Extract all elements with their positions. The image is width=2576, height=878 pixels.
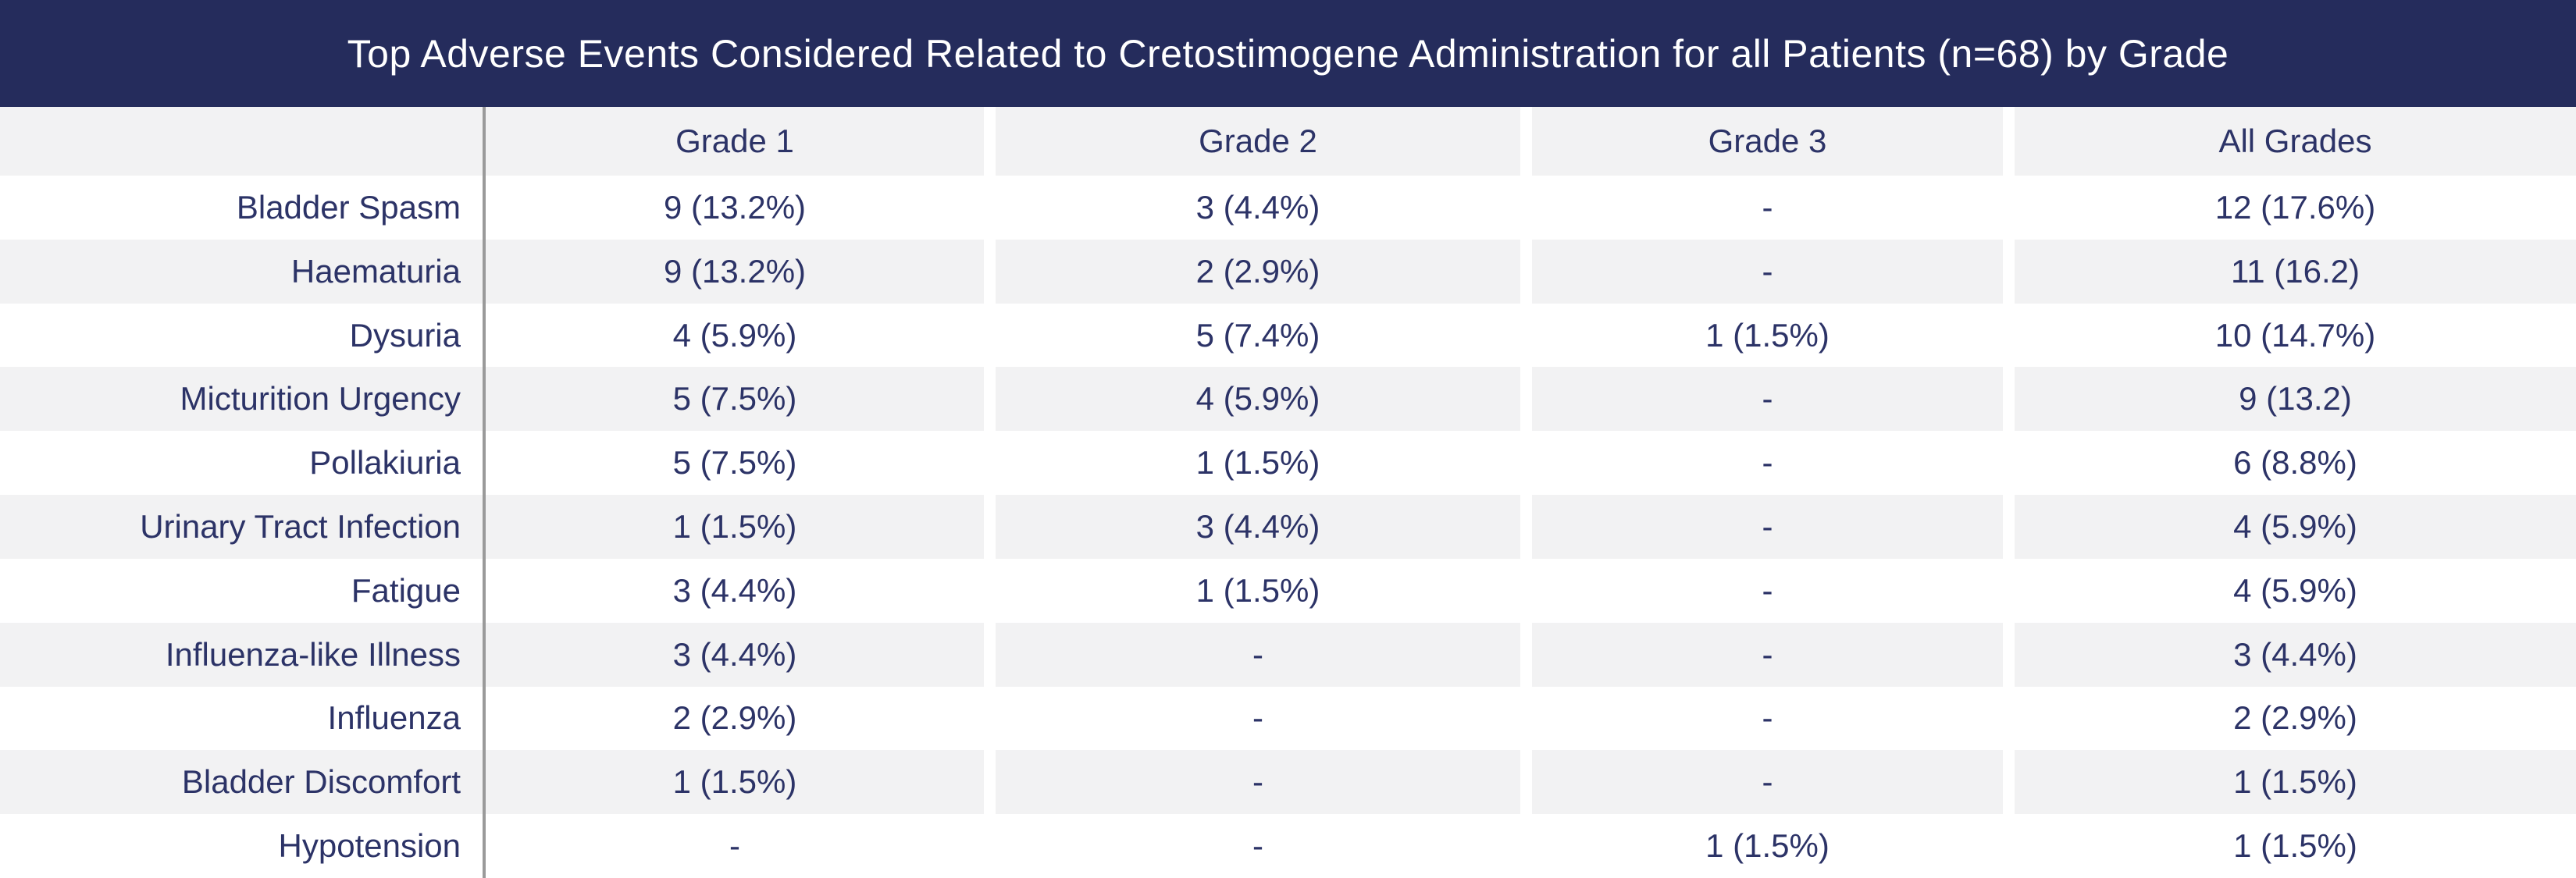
column-divider-line [483, 107, 486, 878]
row-label-adverse-event: Influenza [0, 686, 486, 751]
row-label-adverse-event: Bladder Discomfort [0, 750, 486, 815]
grade-3-value-cell: - [1532, 495, 2003, 559]
all-grades-value-cell: 6 (8.8%) [2015, 431, 2576, 496]
grade-1-value-cell: 3 (4.4%) [486, 622, 984, 687]
grade-2-value-cell: 1 (1.5%) [996, 431, 1520, 496]
grade-2-value-cell: 3 (4.4%) [996, 495, 1520, 559]
grade-2-value-cell: - [996, 686, 1520, 751]
grade-1-value-cell: - [486, 814, 984, 878]
header-grade-1: Grade 1 [486, 107, 984, 176]
header-grade-2: Grade 2 [996, 107, 1520, 176]
table-row: Bladder Discomfort 1 (1.5%) - - 1 (1.5%) [0, 750, 2576, 815]
grade-1-value-cell: 5 (7.5%) [486, 431, 984, 496]
all-grades-value-cell: 4 (5.9%) [2015, 558, 2576, 623]
grade-3-value-cell: - [1532, 367, 2003, 432]
all-grades-value-cell: 3 (4.4%) [2015, 622, 2576, 687]
table-header-row: Grade 1 Grade 2 Grade 3 All Grades [0, 107, 2576, 176]
grade-3-value-cell: - [1532, 750, 2003, 815]
grade-3-value-cell: - [1532, 622, 2003, 687]
grade-2-value-cell: - [996, 814, 1520, 878]
row-label-adverse-event: Dysuria [0, 303, 486, 368]
row-label-adverse-event: Hypotension [0, 814, 486, 878]
table-row: Influenza 2 (2.9%) - - 2 (2.9%) [0, 686, 2576, 751]
grade-3-value-cell: - [1532, 431, 2003, 496]
grade-2-value-cell: 5 (7.4%) [996, 303, 1520, 368]
grade-1-value-cell: 2 (2.9%) [486, 686, 984, 751]
grade-2-value-cell: 1 (1.5%) [996, 558, 1520, 623]
row-label-adverse-event: Bladder Spasm [0, 176, 486, 240]
table-row: Urinary Tract Infection 1 (1.5%) 3 (4.4%… [0, 495, 2576, 559]
grade-2-value-cell: 4 (5.9%) [996, 367, 1520, 432]
table-title-bar: Top Adverse Events Considered Related to… [0, 0, 2576, 107]
table-row: Hypotension - - 1 (1.5%) 1 (1.5%) [0, 814, 2576, 878]
table-row: Fatigue 3 (4.4%) 1 (1.5%) - 4 (5.9%) [0, 558, 2576, 623]
row-label-adverse-event: Micturition Urgency [0, 367, 486, 432]
grade-3-value-cell: 1 (1.5%) [1532, 814, 2003, 878]
grade-3-value-cell: - [1532, 686, 2003, 751]
all-grades-value-cell: 11 (16.2) [2015, 239, 2576, 304]
row-label-adverse-event: Pollakiuria [0, 431, 486, 496]
table-row: Micturition Urgency 5 (7.5%) 4 (5.9%) - … [0, 367, 2576, 432]
grade-1-value-cell: 1 (1.5%) [486, 495, 984, 559]
adverse-events-table: Grade 1 Grade 2 Grade 3 All Grades Bladd… [0, 107, 2576, 878]
grade-2-value-cell: 2 (2.9%) [996, 239, 1520, 304]
grade-2-value-cell: - [996, 622, 1520, 687]
grade-2-value-cell: 3 (4.4%) [996, 176, 1520, 240]
grade-1-value-cell: 3 (4.4%) [486, 558, 984, 623]
grade-1-value-cell: 5 (7.5%) [486, 367, 984, 432]
table-body: Bladder Spasm 9 (13.2%) 3 (4.4%) - 12 (1… [0, 176, 2576, 878]
grade-1-value-cell: 9 (13.2%) [486, 176, 984, 240]
all-grades-value-cell: 1 (1.5%) [2015, 814, 2576, 878]
grade-3-value-cell: 1 (1.5%) [1532, 303, 2003, 368]
all-grades-value-cell: 4 (5.9%) [2015, 495, 2576, 559]
all-grades-value-cell: 10 (14.7%) [2015, 303, 2576, 368]
all-grades-value-cell: 2 (2.9%) [2015, 686, 2576, 751]
row-label-adverse-event: Fatigue [0, 558, 486, 623]
table-row: Bladder Spasm 9 (13.2%) 3 (4.4%) - 12 (1… [0, 176, 2576, 240]
header-grade-3: Grade 3 [1532, 107, 2003, 176]
header-empty-cell [0, 107, 486, 176]
table-row: Pollakiuria 5 (7.5%) 1 (1.5%) - 6 (8.8%) [0, 431, 2576, 496]
grade-1-value-cell: 1 (1.5%) [486, 750, 984, 815]
grade-3-value-cell: - [1532, 239, 2003, 304]
table-row: Haematuria 9 (13.2%) 2 (2.9%) - 11 (16.2… [0, 239, 2576, 304]
row-label-adverse-event: Haematuria [0, 239, 486, 304]
all-grades-value-cell: 12 (17.6%) [2015, 176, 2576, 240]
row-label-adverse-event: Urinary Tract Infection [0, 495, 486, 559]
grade-1-value-cell: 4 (5.9%) [486, 303, 984, 368]
grade-3-value-cell: - [1532, 558, 2003, 623]
all-grades-value-cell: 9 (13.2) [2015, 367, 2576, 432]
grade-2-value-cell: - [996, 750, 1520, 815]
row-label-adverse-event: Influenza-like Illness [0, 622, 486, 687]
table-row: Influenza-like Illness 3 (4.4%) - - 3 (4… [0, 622, 2576, 687]
table-row: Dysuria 4 (5.9%) 5 (7.4%) 1 (1.5%) 10 (1… [0, 303, 2576, 368]
header-all-grades: All Grades [2015, 107, 2576, 176]
all-grades-value-cell: 1 (1.5%) [2015, 750, 2576, 815]
table-title: Top Adverse Events Considered Related to… [347, 31, 2229, 76]
grade-3-value-cell: - [1532, 176, 2003, 240]
grade-1-value-cell: 9 (13.2%) [486, 239, 984, 304]
